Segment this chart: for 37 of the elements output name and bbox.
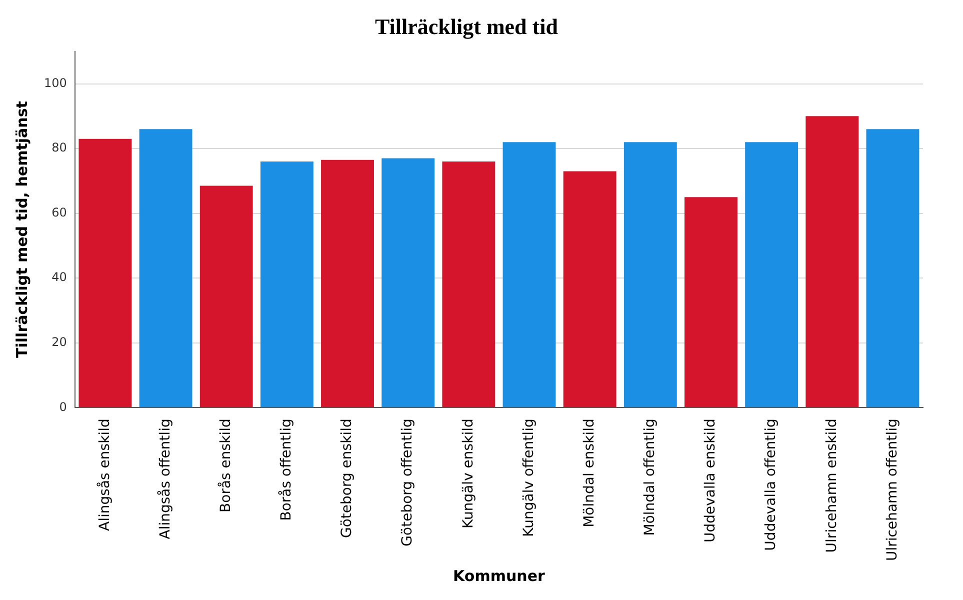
bar — [200, 186, 253, 408]
x-tick-label: Uddevalla offentlig — [763, 418, 780, 551]
x-tick-label: Göteborg enskild — [339, 418, 356, 538]
bar — [806, 116, 859, 408]
bar — [502, 142, 556, 408]
y-tick-label: 100 — [44, 76, 67, 90]
y-tick-label: 80 — [52, 140, 67, 155]
x-tick-label: Borås enskild — [216, 418, 234, 512]
x-tick-label: Alingsås offentlig — [156, 418, 174, 540]
x-tick-label: Uddevalla enskild — [702, 418, 719, 543]
bar — [684, 197, 738, 408]
x-tick-label: Kungälv offentlig — [520, 418, 537, 537]
x-tick-label: Alingsås enskild — [96, 418, 113, 531]
x-axis-title: Kommuner — [453, 566, 546, 585]
x-tick-label: Borås offentlig — [278, 418, 295, 521]
bar — [745, 142, 798, 408]
bar — [78, 138, 132, 408]
chart-title: Tillräckligt med tid — [375, 14, 558, 39]
bar — [563, 171, 616, 408]
bar — [624, 142, 677, 408]
x-tick-label: Ulricehamn offentlig — [884, 418, 900, 561]
y-tick-label: 40 — [52, 270, 67, 284]
x-tick-label: Mölndal offentlig — [642, 418, 658, 536]
bar — [321, 160, 374, 408]
bar — [139, 129, 192, 408]
bar — [382, 158, 435, 408]
y-tick-label: 20 — [52, 334, 67, 349]
bar — [260, 162, 314, 408]
y-tick-label: 0 — [59, 400, 67, 414]
y-axis-title: Tillräckligt med tid, hemtjänst — [12, 101, 31, 358]
bar — [866, 129, 920, 408]
x-tick-label: Ulricehamn enskild — [824, 418, 840, 553]
bar — [442, 162, 496, 408]
x-tick-label: Kungälv enskild — [460, 418, 476, 529]
x-tick-label: Göteborg offentlig — [400, 418, 416, 546]
y-tick-label: 60 — [52, 205, 67, 220]
x-tick-label: Mölndal enskild — [581, 418, 598, 528]
